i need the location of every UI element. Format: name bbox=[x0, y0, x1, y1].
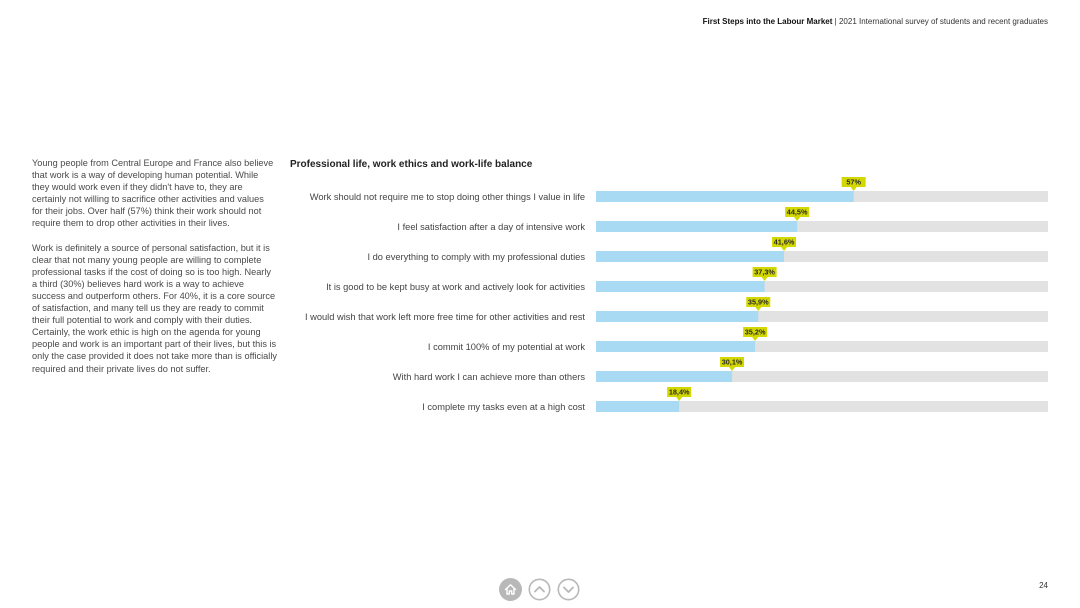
value-label: 30,1% bbox=[722, 358, 743, 367]
value-callout-pointer bbox=[781, 247, 788, 251]
bar bbox=[596, 371, 733, 382]
bar bbox=[596, 191, 854, 202]
category-label: I commit 100% of my potential at work bbox=[428, 342, 585, 352]
value-callout bbox=[667, 387, 692, 397]
chevron-down-icon[interactable] bbox=[557, 578, 580, 601]
value-label: 35,9% bbox=[748, 298, 769, 307]
value-callout-pointer bbox=[761, 277, 768, 281]
home-icon[interactable] bbox=[499, 578, 522, 601]
bar-track bbox=[596, 311, 1048, 322]
report-subtitle: 2021 International survey of students an… bbox=[838, 17, 1048, 26]
value-callout-pointer bbox=[794, 217, 801, 221]
value-callout-pointer bbox=[676, 397, 683, 401]
category-label: With hard work I can achieve more than o… bbox=[393, 372, 586, 382]
value-callout-pointer bbox=[850, 187, 857, 191]
value-callout-pointer bbox=[752, 337, 759, 341]
bar bbox=[596, 221, 798, 232]
body-paragraph: Young people from Central Europe and Fra… bbox=[32, 158, 274, 229]
bar bbox=[596, 401, 680, 412]
value-callout bbox=[746, 297, 771, 307]
category-label: Work should not require me to stop doing… bbox=[310, 192, 585, 202]
page-number: 24 bbox=[1039, 581, 1048, 590]
bar-track bbox=[596, 221, 1048, 232]
bar-track bbox=[596, 401, 1048, 412]
value-callout bbox=[752, 267, 777, 277]
chevron-up-icon[interactable] bbox=[528, 578, 551, 601]
value-label: 18,4% bbox=[669, 388, 690, 397]
category-label: It is good to be kept busy at work and a… bbox=[326, 282, 585, 292]
value-callout-pointer bbox=[729, 367, 736, 371]
bar bbox=[596, 281, 765, 292]
value-callout bbox=[841, 177, 866, 187]
value-label: 44,5% bbox=[787, 208, 808, 217]
value-callout bbox=[743, 327, 768, 337]
value-label: 35,2% bbox=[745, 328, 766, 337]
value-callout-pointer bbox=[755, 307, 762, 311]
header-separator: | bbox=[834, 17, 837, 26]
value-callout bbox=[720, 357, 745, 367]
category-label: I do everything to comply with my profes… bbox=[367, 252, 585, 262]
body-paragraph: Work is definitely a source of personal … bbox=[32, 242, 277, 374]
page-header: First Steps into the Labour Market | 202… bbox=[703, 17, 1048, 26]
value-callout bbox=[785, 207, 810, 217]
category-label: I would wish that work left more free ti… bbox=[305, 312, 585, 322]
bar bbox=[596, 251, 785, 262]
value-callout bbox=[772, 237, 797, 247]
value-label: 37,3% bbox=[754, 268, 775, 277]
report-title: First Steps into the Labour Market bbox=[702, 17, 833, 26]
bar-track bbox=[596, 371, 1048, 382]
bar-track bbox=[596, 281, 1048, 292]
bar bbox=[596, 311, 759, 322]
body-text: Young people from Central Europe and Fra… bbox=[32, 157, 277, 387]
bar bbox=[596, 341, 756, 352]
bar-track bbox=[596, 251, 1048, 262]
bar-track bbox=[596, 341, 1048, 352]
value-label: 41,6% bbox=[774, 238, 795, 247]
category-label: I feel satisfaction after a day of inten… bbox=[397, 222, 585, 232]
value-label: 57% bbox=[846, 178, 861, 187]
chart-title: Professional life, work ethics and work-… bbox=[290, 159, 533, 170]
category-label: I complete my tasks even at a high cost bbox=[422, 402, 585, 412]
